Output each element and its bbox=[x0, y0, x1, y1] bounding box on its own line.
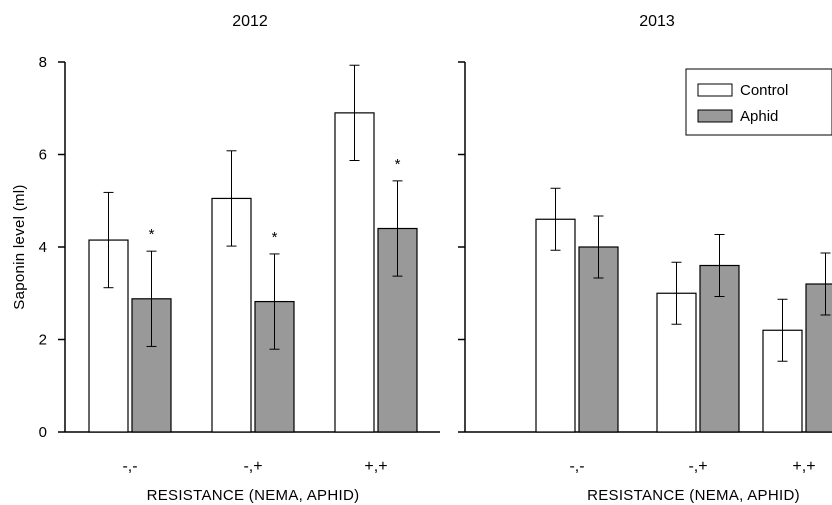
legend-box bbox=[685, 68, 832, 136]
y-tick-label: 8 bbox=[39, 54, 47, 71]
legend-label-control: Control bbox=[740, 82, 788, 99]
panel-title: 2012 bbox=[232, 13, 268, 30]
bar-control bbox=[535, 218, 576, 433]
x-tick-label: +,+ bbox=[792, 458, 815, 475]
x-tick-label: -,- bbox=[569, 458, 584, 475]
x-axis-title: RESISTANCE (NEMA, APHID) bbox=[147, 487, 360, 504]
bar-aphid bbox=[805, 283, 832, 433]
panel-2013: 2013 RESISTANCE (NEMA, APHID)-,- -,+ +,+ Con… bbox=[458, 13, 832, 504]
y-tick-label: 0 bbox=[39, 424, 47, 441]
y-tick-label: 2 bbox=[39, 332, 47, 349]
legend-label-aphid: Aphid bbox=[740, 108, 778, 125]
x-axis-title: RESISTANCE (NEMA, APHID) bbox=[587, 487, 800, 504]
legend-swatch-control bbox=[697, 83, 733, 97]
x-tick-label: -,+ bbox=[243, 458, 262, 475]
panel-2012: 2012 0 2 4 6 8 Saponin level (ml) RESISTANCE (N… bbox=[11, 13, 440, 504]
y-tick-label: 4 bbox=[39, 239, 47, 256]
significance-marker: * bbox=[149, 226, 155, 243]
panel-title: 2013 bbox=[639, 13, 675, 30]
legend-swatch-aphid bbox=[697, 109, 733, 123]
y-tick-label: 6 bbox=[39, 147, 47, 164]
significance-marker: * bbox=[272, 229, 278, 246]
x-tick-label: -,- bbox=[122, 458, 137, 475]
x-tick-label: -,+ bbox=[688, 458, 707, 475]
significance-marker: * bbox=[395, 156, 401, 173]
y-axis-title: Saponin level (ml) bbox=[11, 184, 28, 309]
bar-control bbox=[334, 112, 375, 433]
x-tick-label: +,+ bbox=[364, 458, 387, 475]
